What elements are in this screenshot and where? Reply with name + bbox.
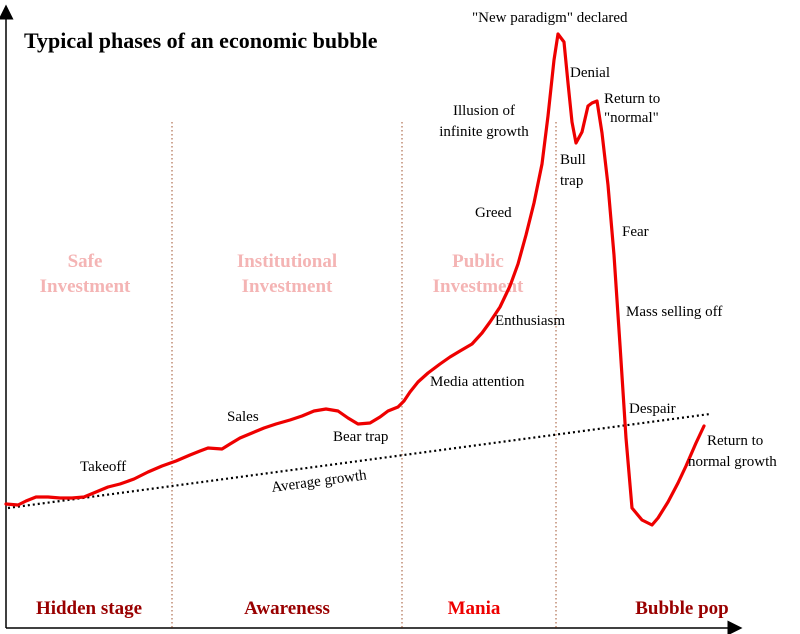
return-to-growth-line2: normal growth — [688, 454, 777, 470]
despair-label: Despair — [629, 401, 676, 417]
bubble-curve — [4, 32, 706, 527]
stage-hidden: Hidden stage — [36, 598, 142, 619]
stage-bubble-pop: Bubble pop — [635, 598, 728, 619]
diagram-title: Typical phases of an economic bubble — [24, 28, 378, 53]
region-public-line2: Investment — [433, 276, 524, 297]
return-to-normal-line1: Return to — [604, 91, 660, 107]
return-to-growth-line1: Return to — [707, 433, 763, 449]
sales-label: Sales — [227, 409, 259, 425]
region-safe-line2: Investment — [40, 276, 131, 297]
bull-trap-line1: Bull — [560, 152, 586, 168]
illusion-label-line2: infinite growth — [439, 124, 529, 140]
new-paradigm-label: "New paradigm" declared — [472, 10, 628, 26]
fear-label: Fear — [622, 224, 649, 240]
illusion-label-line1: Illusion of — [453, 103, 515, 119]
region-institutional-line1: Institutional — [237, 251, 337, 272]
denial-label: Denial — [570, 65, 610, 81]
takeoff-label: Takeoff — [80, 459, 126, 475]
return-to-normal-line2: "normal" — [604, 110, 659, 126]
region-safe-line1: Safe — [68, 251, 103, 272]
bear-trap-label: Bear trap — [333, 429, 388, 445]
average-growth-line — [7, 412, 711, 510]
stage-mania: Mania — [448, 598, 501, 619]
stage-awareness: Awareness — [244, 598, 330, 619]
enthusiasm-label: Enthusiasm — [495, 313, 565, 329]
average-growth-label: Average growth — [270, 467, 368, 496]
region-public-line1: Public — [452, 251, 504, 272]
mass-selling-label: Mass selling off — [626, 304, 722, 320]
greed-label: Greed — [475, 205, 512, 221]
bull-trap-line2: trap — [560, 173, 583, 189]
region-institutional-line2: Investment — [242, 276, 333, 297]
media-attention-label: Media attention — [430, 374, 525, 390]
